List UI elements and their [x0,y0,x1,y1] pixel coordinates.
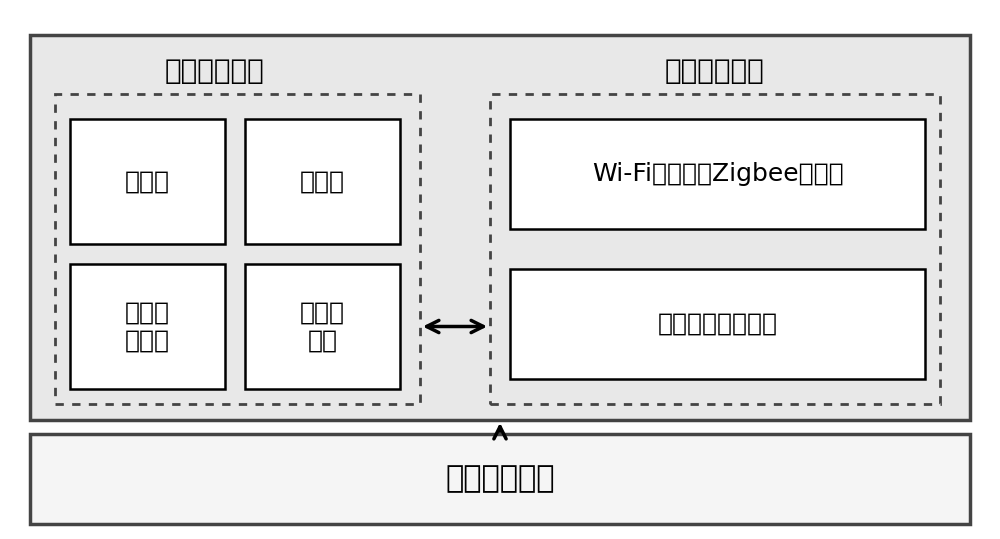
Text: 通用数
据层: 通用数 据层 [300,301,345,353]
Bar [30,434,970,524]
Bar [70,119,225,244]
Bar [490,94,940,404]
Text: 能量供应模块: 能量供应模块 [445,465,555,494]
Text: 处理器: 处理器 [125,169,170,194]
Bar [510,269,925,379]
Text: 其他无线通信模块: 其他无线通信模块 [658,312,778,336]
Text: 无线通信模块: 无线通信模块 [665,57,765,85]
Bar [70,264,225,389]
Text: 网络切
换模块: 网络切 换模块 [125,301,170,353]
Bar [245,264,400,389]
Bar [55,94,420,404]
Text: 核心处理模块: 核心处理模块 [165,57,265,85]
Text: 存储器: 存储器 [300,169,345,194]
Bar [245,119,400,244]
Text: Wi-Fi、蓝牙、Zigbee等模块: Wi-Fi、蓝牙、Zigbee等模块 [592,162,843,186]
Bar [30,35,970,420]
Bar [510,119,925,229]
